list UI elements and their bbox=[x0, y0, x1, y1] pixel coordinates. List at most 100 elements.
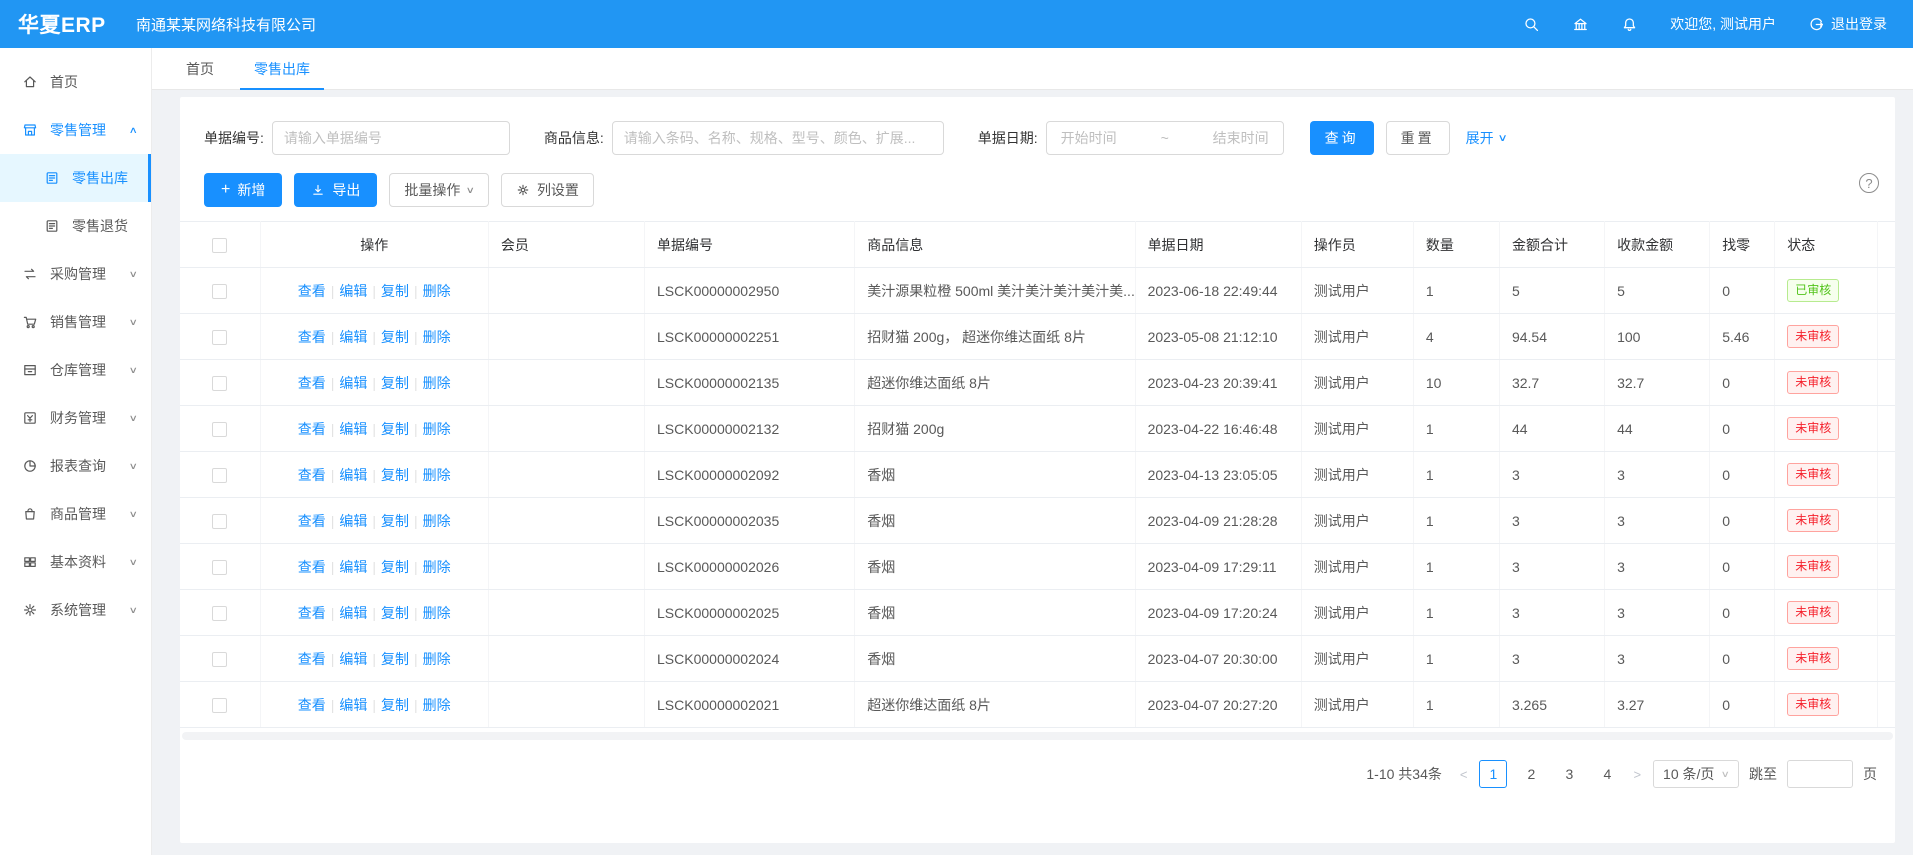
row-checkbox[interactable] bbox=[212, 651, 228, 667]
row-action-2[interactable]: 复制 bbox=[381, 696, 410, 713]
row-action-2[interactable]: 复制 bbox=[381, 558, 410, 575]
sidebar-item-warehouse-management[interactable]: 仓库管理 bbox=[0, 346, 151, 394]
logout-label: 退出登录 bbox=[1831, 16, 1887, 32]
row-action-1[interactable]: 编辑 bbox=[339, 466, 368, 483]
export-button[interactable]: 导出 bbox=[294, 173, 378, 207]
row-action-2[interactable]: 复制 bbox=[381, 374, 410, 391]
select-all-checkbox[interactable] bbox=[212, 237, 228, 253]
sidebar-item-retail-management[interactable]: 零售管理 bbox=[0, 106, 151, 154]
cell-qty: 1 bbox=[1413, 451, 1500, 498]
row-action-2[interactable]: 复制 bbox=[381, 466, 410, 483]
row-checkbox[interactable] bbox=[212, 513, 228, 529]
row-action-0[interactable]: 查看 bbox=[297, 374, 326, 391]
row-action-2[interactable]: 复制 bbox=[381, 328, 410, 345]
row-checkbox[interactable] bbox=[212, 697, 228, 713]
row-action-1[interactable]: 编辑 bbox=[339, 374, 368, 391]
sidebar-item-finance-management[interactable]: 财务管理 bbox=[0, 394, 151, 442]
tab-retail-outbound[interactable]: 零售出库 bbox=[234, 48, 330, 90]
row-action-2[interactable]: 复制 bbox=[381, 420, 410, 437]
help-button[interactable]: ? bbox=[1859, 173, 1879, 193]
row-action-1[interactable]: 编辑 bbox=[339, 650, 368, 667]
table-row: 查看 | 编辑 | 复制 | 删除 LSCK00000002132 招财猫 200g 202… bbox=[180, 405, 1895, 452]
next-page-arrow[interactable]: > bbox=[1633, 766, 1642, 782]
grid-icon bbox=[22, 554, 38, 570]
tab-home[interactable]: 首页 bbox=[186, 60, 214, 77]
notification-bell-icon[interactable] bbox=[1621, 16, 1638, 33]
row-action-2[interactable]: 复制 bbox=[381, 282, 410, 299]
page-number-2[interactable]: 2 bbox=[1527, 766, 1536, 782]
row-action-0[interactable]: 查看 bbox=[297, 696, 326, 713]
row-action-0[interactable]: 查看 bbox=[297, 282, 326, 299]
row-action-0[interactable]: 查看 bbox=[297, 466, 326, 483]
page-number-4[interactable]: 4 bbox=[1603, 766, 1612, 782]
prev-page-arrow[interactable]: < bbox=[1459, 766, 1468, 782]
cell-member bbox=[488, 359, 646, 406]
row-checkbox[interactable] bbox=[212, 329, 228, 345]
page-number-3[interactable]: 3 bbox=[1565, 766, 1574, 782]
sidebar-item-home[interactable]: 首页 bbox=[0, 58, 151, 106]
row-action-1[interactable]: 编辑 bbox=[339, 512, 368, 529]
row-action-2[interactable]: 复制 bbox=[381, 650, 410, 667]
cell-operator: 测试用户 bbox=[1301, 267, 1414, 314]
search-icon[interactable] bbox=[1523, 16, 1540, 33]
page-size-select[interactable]: 10 条/页 ∨ bbox=[1653, 760, 1739, 788]
row-action-0[interactable]: 查看 bbox=[297, 420, 326, 437]
row-action-1[interactable]: 编辑 bbox=[339, 604, 368, 621]
row-action-0[interactable]: 查看 bbox=[297, 558, 326, 575]
sidebar-item-basic-data[interactable]: 基本资料 bbox=[0, 538, 151, 586]
row-action-3[interactable]: 删除 bbox=[422, 466, 451, 483]
row-action-2[interactable]: 复制 bbox=[381, 512, 410, 529]
reset-button[interactable]: 重置 bbox=[1385, 121, 1450, 155]
row-checkbox[interactable] bbox=[212, 559, 228, 575]
row-checkbox[interactable] bbox=[212, 467, 228, 483]
expand-link[interactable]: 展开 ∨ bbox=[1465, 130, 1508, 146]
row-action-3[interactable]: 删除 bbox=[422, 558, 451, 575]
date-range-input[interactable]: 开始时间 ~ 结束时间 bbox=[1045, 121, 1284, 155]
shop-icon bbox=[22, 122, 38, 138]
sidebar-item-sales-management[interactable]: 销售管理 bbox=[0, 298, 151, 346]
row-action-3[interactable]: 删除 bbox=[422, 696, 451, 713]
row-checkbox[interactable] bbox=[212, 283, 228, 299]
row-action-3[interactable]: 删除 bbox=[422, 328, 451, 345]
row-action-0[interactable]: 查看 bbox=[297, 512, 326, 529]
row-action-1[interactable]: 编辑 bbox=[339, 696, 368, 713]
platform-icon[interactable] bbox=[1572, 16, 1589, 33]
row-action-0[interactable]: 查看 bbox=[297, 650, 326, 667]
row-checkbox[interactable] bbox=[212, 605, 228, 621]
row-action-1[interactable]: 编辑 bbox=[339, 282, 368, 299]
row-action-1[interactable]: 编辑 bbox=[339, 328, 368, 345]
logout-button[interactable]: 退出登录 bbox=[1808, 14, 1887, 34]
row-checkbox[interactable] bbox=[212, 375, 228, 391]
sidebar-item-retail-outbound[interactable]: 零售出库 bbox=[0, 154, 151, 202]
add-button[interactable]: + 新增 bbox=[204, 173, 283, 207]
horizontal-scrollbar[interactable] bbox=[182, 732, 1893, 740]
sidebar-item-product-management[interactable]: 商品管理 bbox=[0, 490, 151, 538]
row-action-3[interactable]: 删除 bbox=[422, 420, 451, 437]
row-action-3[interactable]: 删除 bbox=[422, 374, 451, 391]
column-settings-button[interactable]: 列设置 bbox=[500, 173, 594, 207]
row-action-0[interactable]: 查看 bbox=[297, 328, 326, 345]
action-separator: | bbox=[372, 512, 377, 529]
sidebar-item-system-management[interactable]: 系统管理 bbox=[0, 586, 151, 634]
table-row: 查看 | 编辑 | 复制 | 删除 LSCK00000002035 香烟 2023-04-0… bbox=[180, 497, 1895, 544]
row-action-0[interactable]: 查看 bbox=[297, 604, 326, 621]
row-action-1[interactable]: 编辑 bbox=[339, 420, 368, 437]
product-info-input[interactable] bbox=[611, 121, 944, 155]
sidebar-item-purchase-management[interactable]: 采购管理 bbox=[0, 250, 151, 298]
search-button[interactable]: 查询 bbox=[1309, 121, 1374, 155]
row-action-1[interactable]: 编辑 bbox=[339, 558, 368, 575]
row-action-3[interactable]: 删除 bbox=[422, 604, 451, 621]
batch-operations-button[interactable]: 批量操作 ∨ bbox=[389, 173, 489, 207]
jump-page-input[interactable] bbox=[1787, 760, 1853, 788]
row-checkbox[interactable] bbox=[212, 421, 228, 437]
row-action-3[interactable]: 删除 bbox=[422, 650, 451, 667]
sidebar-item-retail-return[interactable]: 零售退货 bbox=[0, 202, 151, 250]
page-number-1[interactable]: 1 bbox=[1479, 760, 1508, 788]
sidebar-item-report-query[interactable]: 报表查询 bbox=[0, 442, 151, 490]
cell-order_no: LSCK00000002132 bbox=[644, 405, 856, 452]
action-separator: | bbox=[330, 328, 335, 345]
row-action-3[interactable]: 删除 bbox=[422, 512, 451, 529]
row-action-3[interactable]: 删除 bbox=[422, 282, 451, 299]
bill-no-input[interactable] bbox=[271, 121, 510, 155]
row-action-2[interactable]: 复制 bbox=[381, 604, 410, 621]
